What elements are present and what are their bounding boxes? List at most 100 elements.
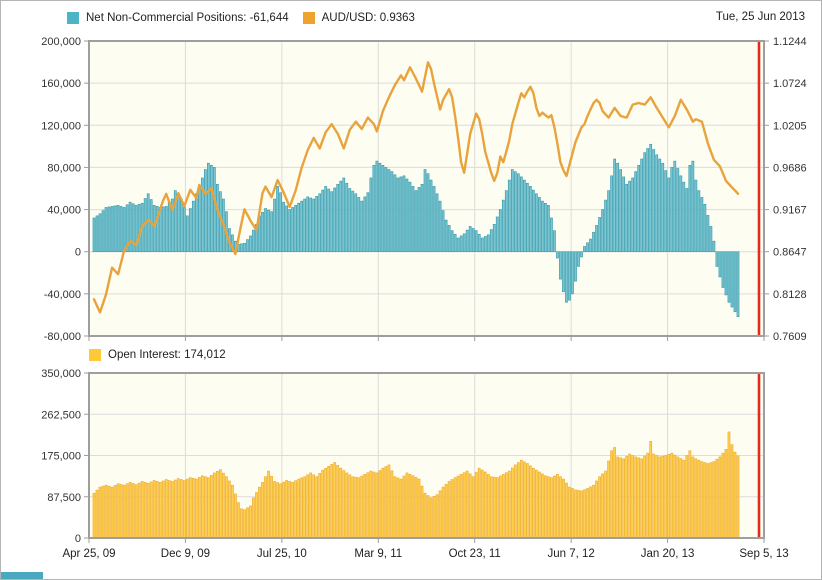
net-position-bar: [492, 224, 496, 253]
open-interest-bar: [682, 459, 686, 539]
net-position-bar: [420, 183, 424, 253]
open-interest-bar: [309, 472, 313, 539]
net-position-bar: [522, 179, 526, 253]
net-position-bar: [477, 234, 481, 253]
open-interest-bar: [113, 485, 117, 539]
open-interest-bar: [137, 482, 141, 539]
open-interest-bar: [519, 459, 523, 539]
open-interest-bar: [357, 477, 361, 539]
open-interest-bar: [529, 465, 532, 539]
net-position-bar: [721, 251, 725, 288]
y-axis-tick-label: 350,000: [41, 368, 81, 380]
net-position-bar: [213, 167, 216, 253]
net-position-bar: [441, 210, 445, 253]
open-interest-bar: [513, 464, 517, 539]
open-interest-bar: [574, 489, 577, 539]
net-position-bar: [625, 183, 629, 253]
open-interest-bar: [228, 480, 231, 539]
open-interest-bar: [234, 493, 237, 539]
open-interest-bar: [252, 497, 255, 539]
open-interest-bar: [649, 441, 653, 539]
open-interest-bar: [532, 467, 535, 539]
open-interest-bar: [282, 481, 285, 539]
net-position-bar: [507, 179, 511, 253]
net-position-bar: [571, 251, 574, 295]
open-interest-bar: [188, 477, 192, 539]
net-position-bar: [598, 217, 601, 253]
net-position-bar: [92, 217, 96, 253]
open-interest-bar: [535, 469, 538, 539]
y-axis-tick-label: 160,000: [41, 78, 81, 90]
net-position-bar: [300, 200, 303, 253]
net-position-bar: [185, 215, 189, 253]
net-position-bar: [577, 251, 580, 267]
net-position-bar: [216, 183, 219, 253]
net-position-bar: [709, 226, 713, 253]
net-position-bar: [465, 229, 469, 253]
net-position-bar: [303, 198, 307, 253]
net-position-bar: [417, 187, 421, 253]
open-interest-bar: [423, 492, 427, 539]
open-interest-bar: [553, 475, 556, 539]
net-position-bar: [294, 205, 297, 253]
open-interest-bar: [345, 472, 349, 539]
open-interest-bar: [501, 474, 505, 539]
net-position-bar: [474, 230, 478, 253]
open-interest-bar: [465, 470, 469, 539]
net-position-bar: [393, 174, 397, 253]
net-position-bar: [544, 202, 547, 253]
open-interest-bar: [700, 461, 704, 539]
open-interest-bar: [140, 481, 144, 539]
net-position-bar: [423, 169, 427, 253]
open-interest-bar: [691, 456, 695, 539]
net-position-bar: [110, 206, 114, 253]
net-position-bar: [700, 197, 704, 253]
net-position-bar: [306, 196, 310, 253]
open-interest-bar: [667, 454, 671, 539]
open-interest-legend-swatch: [89, 349, 101, 361]
net-position-bar: [730, 251, 734, 308]
open-interest-bar: [128, 482, 132, 539]
open-interest-bar: [411, 475, 415, 539]
net-positions-legend-swatch: [67, 12, 79, 24]
net-position-bar: [351, 190, 355, 253]
open-interest-bar: [697, 459, 701, 539]
open-interest-bar: [375, 472, 379, 539]
x-axis-date-label: Apr 25, 09: [62, 548, 115, 560]
y-axis-tick-label: 87,500: [47, 492, 81, 504]
open-interest-bar: [568, 486, 571, 539]
open-interest-bar: [652, 453, 656, 539]
net-position-bar: [309, 197, 313, 253]
open-interest-bar: [134, 484, 138, 539]
net-position-bar: [640, 158, 644, 253]
open-interest-bar: [273, 481, 276, 539]
net-position-bar: [586, 242, 589, 253]
net-position-bar: [191, 200, 195, 253]
open-interest-bar: [571, 488, 574, 539]
net-position-bar: [592, 231, 595, 253]
open-interest-bar: [213, 472, 216, 539]
net-position-bar: [547, 205, 550, 253]
open-interest-bar: [369, 470, 373, 539]
y-axis-tick-label: 200,000: [41, 36, 81, 48]
open-interest-bar: [237, 502, 240, 539]
open-interest-bar: [721, 452, 725, 539]
net-position-bar: [318, 193, 322, 253]
net-position-bar: [510, 169, 514, 253]
open-interest-bar: [694, 458, 698, 539]
open-interest-bar: [736, 455, 740, 539]
net-position-bar: [622, 176, 625, 253]
open-interest-bar: [489, 476, 493, 539]
net-position-bar: [357, 197, 361, 253]
open-interest-bar: [676, 456, 680, 539]
net-position-bar: [188, 208, 192, 253]
net-position-bar: [583, 246, 586, 253]
net-position-bar: [556, 251, 559, 259]
net-position-bar: [402, 175, 406, 253]
open-interest-bar: [504, 472, 508, 539]
y-axis-tick-label: 80,000: [47, 162, 81, 174]
net-position-bar: [176, 194, 180, 253]
net-position-bar: [369, 177, 373, 253]
